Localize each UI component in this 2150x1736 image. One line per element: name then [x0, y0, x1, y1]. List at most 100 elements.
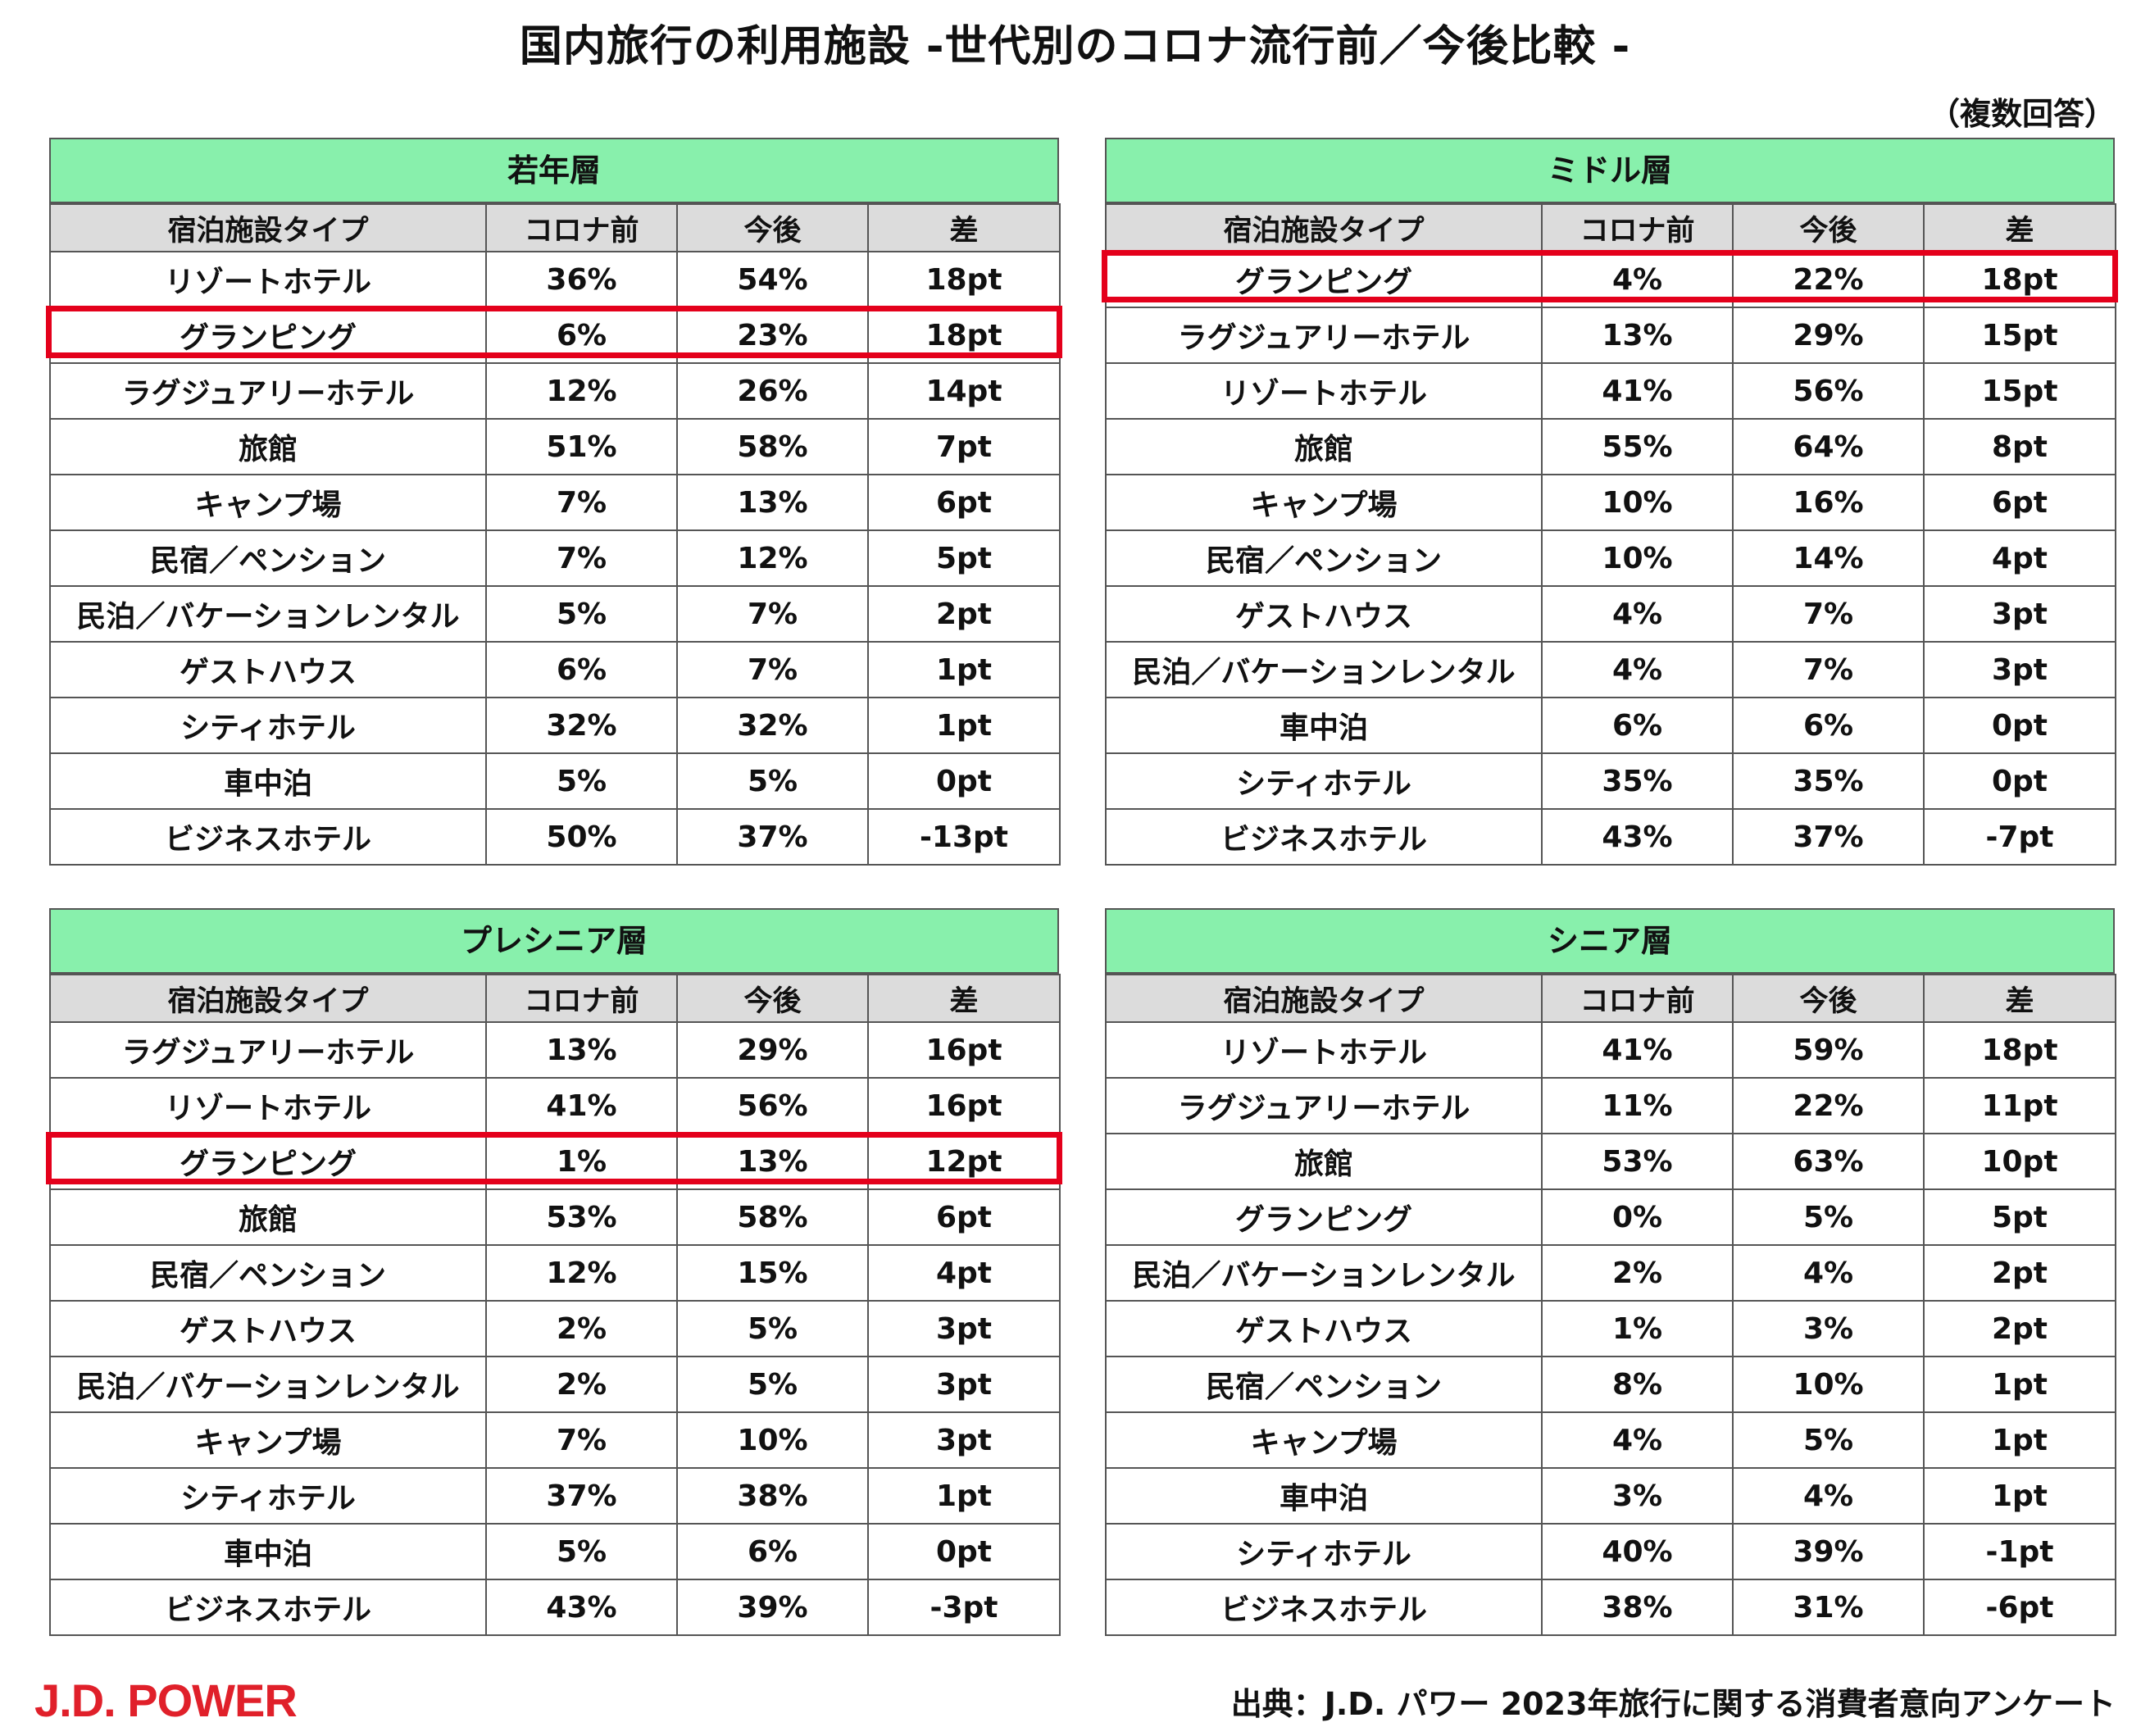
before-covid-cell: 5% [485, 1523, 678, 1580]
table-row: シティホテル 35% 35% 0pt [1105, 752, 2116, 810]
facility-type-cell: グランピング [1105, 251, 1543, 308]
source-note: 出典：J.D. パワー 2023年旅行に関する消費者意向アンケート [1230, 1686, 2116, 1722]
table-row: 民泊／バケーションレンタル 2% 4% 2pt [1105, 1244, 2116, 1302]
before-covid-cell: 11% [1541, 1077, 1734, 1134]
difference-cell: 11pt [1923, 1077, 2116, 1134]
before-covid-cell: 4% [1541, 1411, 1734, 1469]
table-row: 民宿／ペンション 10% 14% 4pt [1105, 529, 2116, 587]
table-row: 民宿／ペンション 7% 12% 5pt [49, 529, 1061, 587]
facility-type-cell: シティホテル [1105, 1523, 1543, 1580]
panel-presenior: プレシニア層 宿泊施設タイプ コロナ前 今後差ラグジュアリーホテル 13% 29% 16pt… [46, 908, 1062, 1636]
table-row: キャンプ場 7% 13% 6pt [49, 474, 1061, 531]
before-covid-cell: 41% [1541, 1021, 1734, 1079]
before-covid-cell: 1% [1541, 1300, 1734, 1357]
facility-type-cell: キャンプ場 [49, 474, 487, 531]
future-cell: 7% [676, 585, 869, 643]
difference-cell: 18pt [1923, 1021, 2116, 1079]
difference-cell: 5pt [1923, 1188, 2116, 1246]
difference-cell: 3pt [867, 1300, 1061, 1357]
before-covid-cell: 6% [485, 641, 678, 698]
before-covid-cell: 4% [1541, 585, 1734, 643]
facility-table: 宿泊施設タイプ コロナ前 今後差グランピング 4% 22% 18pt ラグジュアリーホテル 1… [1105, 203, 2116, 866]
future-cell: 35% [1732, 752, 1925, 810]
facility-type-cell: ラグジュアリーホテル [49, 362, 487, 420]
before-covid-cell: 53% [485, 1188, 678, 1246]
before-covid-cell: 2% [485, 1300, 678, 1357]
difference-cell: 1pt [1923, 1467, 2116, 1525]
facility-type-cell: グランピング [1105, 1188, 1543, 1246]
table-row: 旅館 53% 58% 6pt [49, 1188, 1061, 1246]
table-row: ラグジュアリーホテル 13% 29% 15pt [1105, 307, 2116, 364]
future-cell: 58% [676, 418, 869, 475]
table-row: 車中泊 5% 5% 0pt [49, 752, 1061, 810]
before-covid-cell: 2% [485, 1356, 678, 1413]
panel-header: 若年層 [49, 138, 1059, 203]
facility-type-cell: 旅館 [49, 418, 487, 475]
facility-type-cell: ビジネスホテル [1105, 808, 1543, 866]
column-header-diff: 差 [867, 974, 1061, 1023]
before-covid-cell: 43% [485, 1579, 678, 1636]
before-covid-cell: 5% [485, 585, 678, 643]
difference-cell: 15pt [1923, 362, 2116, 420]
table-row: ゲストハウス 1% 3% 2pt [1105, 1300, 2116, 1357]
jd-power-logo: J.D. POWER [34, 1675, 298, 1726]
future-cell: 7% [1732, 641, 1925, 698]
facility-type-cell: シティホテル [49, 1467, 487, 1525]
panel-header: プレシニア層 [49, 908, 1059, 974]
difference-cell: 15pt [1923, 307, 2116, 364]
future-cell: 39% [1732, 1523, 1925, 1580]
future-cell: 22% [1732, 251, 1925, 308]
before-covid-cell: 4% [1541, 251, 1734, 308]
table-row: キャンプ場 7% 10% 3pt [49, 1411, 1061, 1469]
facility-type-cell: 民泊／バケーションレンタル [1105, 641, 1543, 698]
facility-type-cell: 旅館 [1105, 418, 1543, 475]
future-cell: 37% [1732, 808, 1925, 866]
future-cell: 5% [676, 752, 869, 810]
table-header-row: 宿泊施設タイプ コロナ前 今後差 [49, 203, 1061, 252]
before-covid-cell: 41% [1541, 362, 1734, 420]
table-row: グランピング 1% 13% 12pt [49, 1133, 1061, 1190]
table-row: 旅館 55% 64% 8pt [1105, 418, 2116, 475]
future-cell: 5% [1732, 1188, 1925, 1246]
difference-cell: 6pt [867, 1188, 1061, 1246]
table-row: ビジネスホテル 43% 39% -3pt [49, 1579, 1061, 1636]
before-covid-cell: 7% [485, 529, 678, 587]
facility-type-cell: 民宿／ペンション [1105, 529, 1543, 587]
panel-middle: ミドル層 宿泊施設タイプ コロナ前 今後差グランピング 4% 22% 18pt ラグジュアリー… [1102, 138, 2118, 866]
multiple-answer-note: （複数回答） [1928, 96, 2116, 132]
future-cell: 39% [676, 1579, 869, 1636]
table-row: 車中泊 6% 6% 0pt [1105, 697, 2116, 754]
facility-type-cell: リゾートホテル [1105, 1021, 1543, 1079]
before-covid-cell: 13% [1541, 307, 1734, 364]
future-cell: 10% [1732, 1356, 1925, 1413]
future-cell: 14% [1732, 529, 1925, 587]
table-row: 車中泊 5% 6% 0pt [49, 1523, 1061, 1580]
table-row: ビジネスホテル 43% 37% -7pt [1105, 808, 2116, 866]
facility-type-cell: ビジネスホテル [1105, 1579, 1543, 1636]
difference-cell: 1pt [867, 641, 1061, 698]
before-covid-cell: 7% [485, 474, 678, 531]
before-covid-cell: 7% [485, 1411, 678, 1469]
table-row: 民泊／バケーションレンタル 5% 7% 2pt [49, 585, 1061, 643]
facility-table: 宿泊施設タイプ コロナ前 今後差リゾートホテル 41% 59% 18pt ラグジュアリーホテ… [1105, 974, 2116, 1636]
facility-type-cell: 民宿／ペンション [1105, 1356, 1543, 1413]
facility-type-cell: ラグジュアリーホテル [49, 1021, 487, 1079]
future-cell: 29% [676, 1021, 869, 1079]
column-header-future: 今後 [1732, 203, 1925, 252]
difference-cell: 10pt [1923, 1133, 2116, 1190]
before-covid-cell: 51% [485, 418, 678, 475]
table-row: 旅館 53% 63% 10pt [1105, 1133, 2116, 1190]
future-cell: 58% [676, 1188, 869, 1246]
future-cell: 23% [676, 307, 869, 364]
facility-type-cell: シティホテル [1105, 752, 1543, 810]
before-covid-cell: 8% [1541, 1356, 1734, 1413]
future-cell: 6% [1732, 697, 1925, 754]
column-header-diff: 差 [867, 203, 1061, 252]
before-covid-cell: 53% [1541, 1133, 1734, 1190]
future-cell: 22% [1732, 1077, 1925, 1134]
future-cell: 5% [676, 1300, 869, 1357]
future-cell: 5% [676, 1356, 869, 1413]
before-covid-cell: 3% [1541, 1467, 1734, 1525]
table-row: リゾートホテル 36% 54% 18pt [49, 251, 1061, 308]
future-cell: 56% [676, 1077, 869, 1134]
